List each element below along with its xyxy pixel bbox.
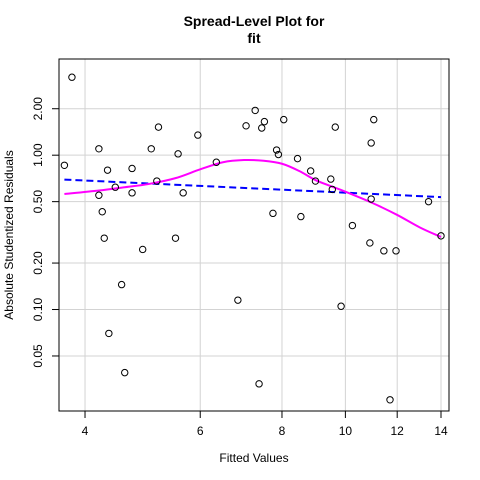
data-point: [212, 158, 221, 166]
x-tick-label: 14: [434, 424, 448, 438]
y-tick-label: 1.00: [31, 143, 45, 167]
data-point: [242, 122, 250, 130]
x-axis: 4 6 8 10 12 14: [82, 410, 448, 438]
data-point: [60, 161, 69, 169]
data-point: [367, 139, 375, 147]
data-point: [121, 368, 129, 377]
data-point: [138, 245, 147, 254]
points-layer: [60, 73, 445, 404]
data-point: [117, 280, 126, 289]
data-point: [328, 185, 337, 194]
data-point: [171, 234, 180, 242]
data-point: [348, 221, 357, 230]
x-tick-label: 4: [82, 424, 89, 438]
fit-line: [64, 178, 442, 199]
data-point: [280, 115, 288, 124]
data-point: [260, 117, 269, 126]
data-point: [306, 167, 315, 175]
data-point: [380, 247, 388, 255]
smooth-curve: [64, 158, 442, 238]
grid: [59, 59, 449, 411]
data-point: [98, 208, 106, 216]
y-tick-label: 0.05: [31, 344, 45, 368]
data-point: [100, 234, 108, 242]
y-tick-label: 0.10: [31, 298, 45, 322]
data-point: [128, 189, 136, 197]
data-point: [174, 150, 182, 158]
data-point: [251, 106, 259, 115]
smooth-curve-layer: [64, 158, 442, 238]
y-axis-label: Absolute Studentized Residuals: [2, 150, 16, 319]
data-point: [386, 396, 394, 404]
data-point: [255, 380, 263, 388]
data-point: [95, 145, 103, 153]
fit-line-layer: [64, 178, 442, 199]
data-point: [272, 146, 281, 154]
data-point: [424, 197, 433, 206]
data-point: [153, 177, 161, 185]
data-point: [331, 123, 339, 131]
data-point: [293, 154, 302, 163]
x-tick-label: 8: [279, 424, 286, 438]
data-point: [269, 209, 277, 218]
y-tick-label: 0.20: [31, 251, 45, 275]
data-point: [311, 177, 320, 185]
y-tick-label: 0.50: [31, 190, 45, 214]
data-point: [367, 195, 375, 203]
data-point: [194, 131, 202, 139]
data-point: [437, 232, 445, 240]
data-point: [147, 145, 155, 153]
data-point: [274, 150, 283, 159]
x-tick-label: 10: [339, 424, 353, 438]
data-point: [111, 183, 120, 191]
data-point: [234, 296, 242, 304]
data-point: [95, 191, 103, 199]
data-point: [327, 175, 335, 183]
data-point: [68, 73, 76, 81]
data-point: [128, 164, 136, 173]
x-tick-label: 12: [391, 424, 405, 438]
data-point: [297, 212, 305, 221]
data-point: [105, 329, 113, 338]
chart-subtitle: fit: [247, 30, 261, 46]
data-point: [103, 166, 112, 174]
chart-title: Spread-Level Plot for: [184, 13, 325, 29]
data-point: [179, 189, 187, 197]
data-point: [258, 124, 266, 132]
data-point: [337, 302, 345, 310]
x-tick-label: 6: [197, 424, 204, 438]
y-tick-label: 2.00: [31, 97, 45, 121]
data-point: [154, 123, 163, 131]
data-point: [392, 247, 400, 255]
data-point: [366, 239, 374, 247]
x-axis-label: Fitted Values: [219, 451, 288, 465]
data-point: [370, 115, 378, 124]
y-axis: 0.05 0.10 0.20 0.50 1.00 2.00: [31, 97, 60, 368]
